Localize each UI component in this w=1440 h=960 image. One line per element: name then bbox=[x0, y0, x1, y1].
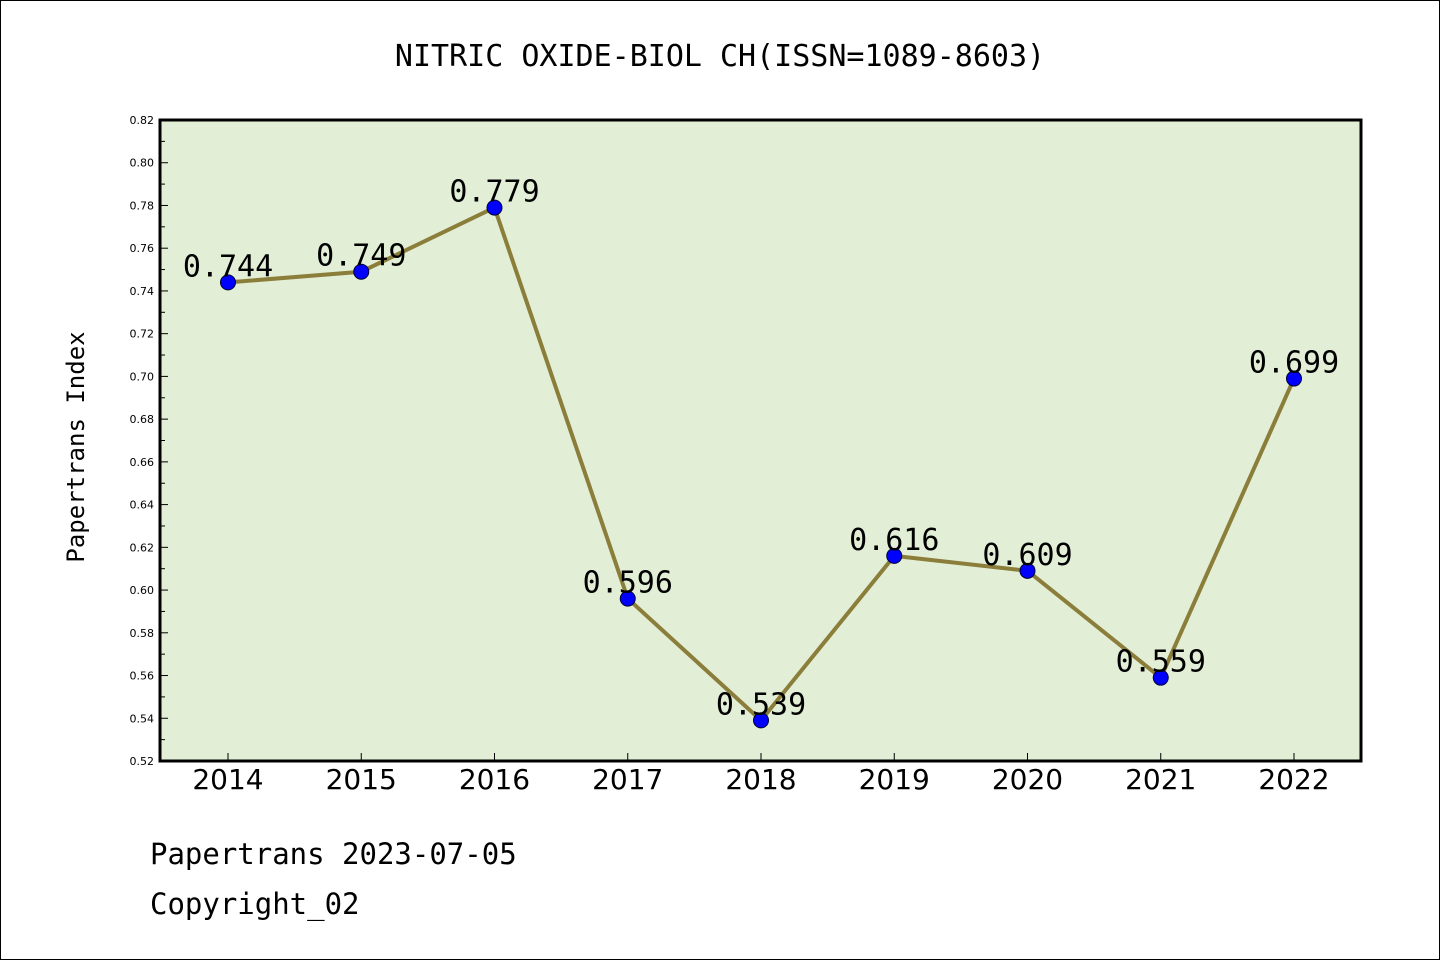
x-tick-label: 2021 bbox=[1125, 763, 1196, 796]
x-tick-label: 2016 bbox=[459, 763, 530, 796]
series-markers bbox=[220, 199, 1302, 729]
y-tick-label: 0.74 bbox=[130, 285, 155, 298]
chart-title: NITRIC OXIDE-BIOL CH(ISSN=1089-8603) bbox=[395, 39, 1045, 74]
data-label-2018: 0.539 bbox=[716, 687, 806, 722]
data-point-2017 bbox=[619, 590, 636, 607]
y-tick-label: 0.82 bbox=[130, 114, 155, 127]
x-tick-label: 2022 bbox=[1258, 763, 1329, 796]
y-tick-label: 0.58 bbox=[130, 627, 155, 640]
y-tick-label: 0.62 bbox=[130, 541, 155, 554]
x-tick-label: 2018 bbox=[725, 763, 796, 796]
data-label-2021: 0.559 bbox=[1116, 645, 1206, 680]
data-label-2016: 0.779 bbox=[449, 175, 539, 210]
footer-copyright: Copyright_02 bbox=[150, 887, 360, 922]
x-tick-label: 2014 bbox=[192, 763, 263, 796]
y-axis: 0.52 0.54 0.56 0.58 0.60 0.62 0.64 0.66 0.68 0.70… bbox=[130, 114, 168, 768]
y-tick-label: 0.52 bbox=[130, 755, 155, 768]
data-point-2016 bbox=[486, 199, 503, 216]
plot-area bbox=[158, 118, 1363, 763]
data-point-2018 bbox=[753, 712, 769, 729]
x-axis: 2014 2015 2016 2017 2018 2019 2020 2021 2022 bbox=[192, 753, 1330, 796]
data-point-2015 bbox=[353, 263, 370, 280]
data-point-2019 bbox=[886, 547, 903, 564]
data-label-2022: 0.699 bbox=[1249, 346, 1339, 381]
x-tick-label: 2015 bbox=[326, 763, 397, 796]
data-label-2017: 0.596 bbox=[583, 566, 673, 601]
y-tick-label: 0.72 bbox=[130, 328, 155, 341]
y-tick-label: 0.60 bbox=[130, 584, 155, 597]
data-point-2020 bbox=[1019, 562, 1036, 579]
x-tick-label: 2017 bbox=[592, 763, 663, 796]
data-labels: 0.744 0.749 0.779 0.596 0.539 0.616 0.609 0.559… bbox=[183, 175, 1339, 723]
y-tick-label: 0.66 bbox=[130, 456, 155, 469]
y-tick-label: 0.54 bbox=[130, 712, 155, 725]
data-point-2021 bbox=[1152, 669, 1169, 686]
data-label-2014: 0.744 bbox=[183, 249, 273, 284]
y-tick-label: 0.70 bbox=[130, 370, 155, 383]
y-tick-label: 0.76 bbox=[130, 242, 155, 255]
y-tick-label: 0.78 bbox=[130, 199, 155, 212]
y-axis-label: Papertrans Index bbox=[62, 331, 90, 562]
data-label-2019: 0.616 bbox=[849, 523, 939, 558]
data-point-2022 bbox=[1286, 370, 1302, 387]
y-tick-label: 0.80 bbox=[130, 157, 155, 170]
x-tick-label: 2019 bbox=[859, 763, 930, 796]
data-point-2014 bbox=[220, 274, 236, 291]
data-label-2015: 0.749 bbox=[316, 239, 406, 274]
footer-source: Papertrans 2023-07-05 bbox=[150, 837, 517, 871]
y-tick-label: 0.64 bbox=[130, 499, 155, 512]
x-tick-label: 2020 bbox=[992, 763, 1063, 796]
data-label-2020: 0.609 bbox=[982, 538, 1072, 573]
y-tick-label: 0.68 bbox=[130, 413, 155, 426]
y-tick-label: 0.56 bbox=[130, 670, 155, 683]
